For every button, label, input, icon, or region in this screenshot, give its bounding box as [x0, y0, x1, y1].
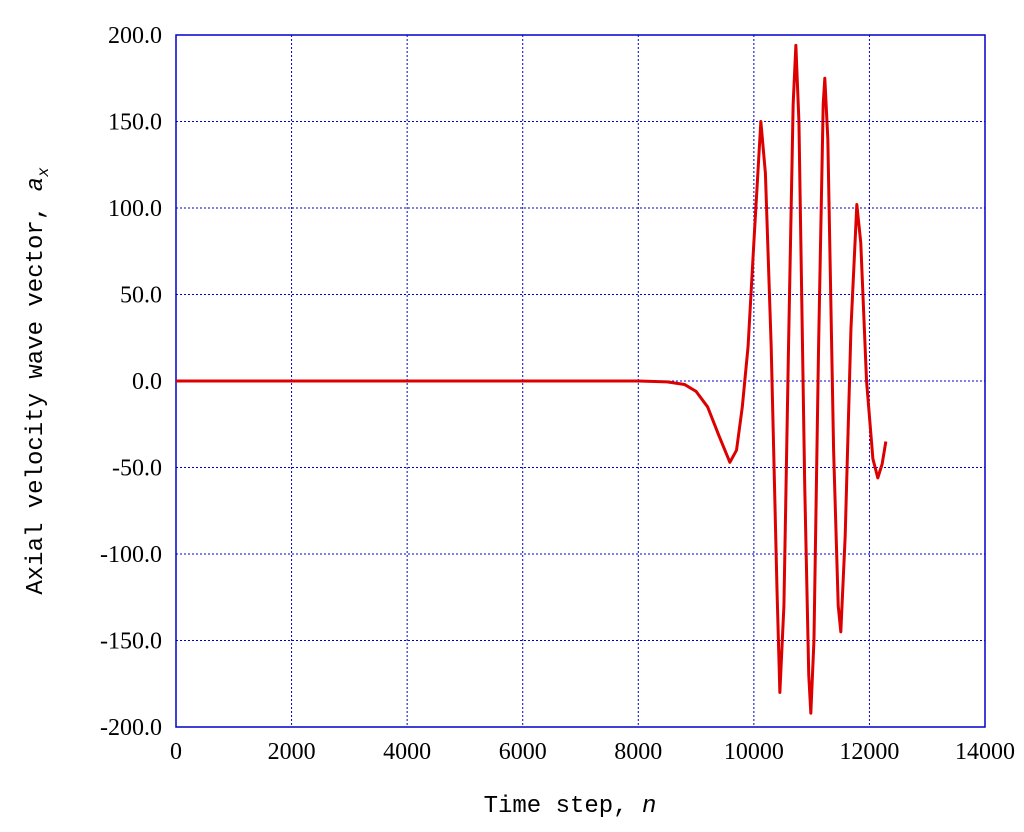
- y-tick-label: -100.0: [100, 542, 162, 568]
- x-label-var: n: [642, 793, 656, 820]
- y-label-var: a: [23, 177, 50, 191]
- x-axis-label: Time step, n: [484, 793, 657, 820]
- y-label-text: Axial velocity wave vector,: [23, 206, 50, 595]
- y-tick-label: 200.0: [108, 23, 162, 49]
- x-tick-label: 0: [170, 739, 182, 765]
- x-tick-label: 8000: [614, 739, 662, 765]
- x-tick-label: 14000: [955, 739, 1015, 765]
- x-tick-label: 2000: [268, 739, 316, 765]
- x-label-text: Time step,: [484, 793, 628, 820]
- y-label-sub: x: [35, 167, 53, 178]
- y-tick-label: -200.0: [100, 715, 162, 741]
- y-tick-label: 50.0: [120, 283, 162, 309]
- y-axis-label: Axial velocity wave vector, ax: [23, 167, 53, 595]
- y-tick-label: 100.0: [108, 196, 162, 222]
- y-tick-label: -50.0: [112, 456, 162, 482]
- data-line: [176, 43, 888, 715]
- y-tick-label: -150.0: [100, 629, 162, 655]
- y-tick-label: 150.0: [108, 110, 162, 136]
- x-tick-label: 6000: [499, 739, 547, 765]
- y-tick-label: 0.0: [132, 369, 162, 395]
- x-tick-label: 4000: [383, 739, 431, 765]
- x-tick-label: 10000: [724, 739, 784, 765]
- x-tick-label: 12000: [839, 739, 899, 765]
